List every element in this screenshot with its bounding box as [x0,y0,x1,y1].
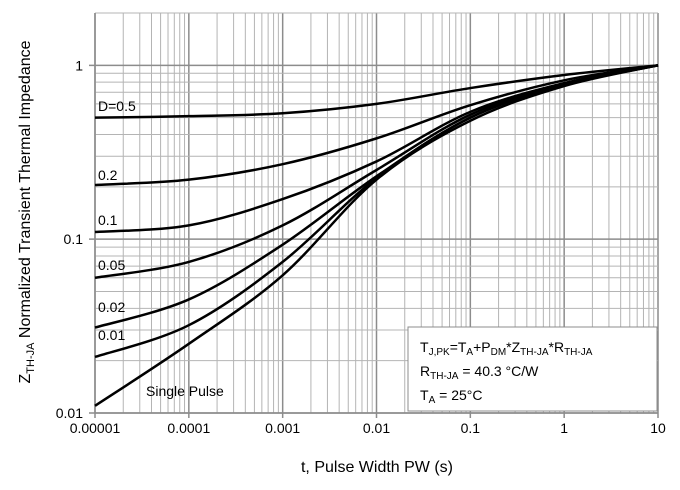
x-tick-label: 0.01 [363,420,390,436]
annotation-line-1: TJ,PK=TA+PDM*ZTH-JA*RTH-JA [420,339,593,358]
x-tick-label: 0.0001 [167,420,210,436]
series-label-d05: D=0.5 [98,98,136,114]
x-tick-label: 0.1 [461,420,481,436]
annotation-box: TJ,PK=TA+PDM*ZTH-JA*RTH-JA RTH-JA = 40.3… [407,326,658,412]
series-label-d005: 0.05 [98,257,125,273]
x-tick-label: 0.00001 [70,420,121,436]
series-label-d01: 0.1 [98,212,118,228]
y-tick-label: 0.01 [56,405,83,421]
x-tick-label: 1 [560,420,568,436]
annotation-line-3: TA = 25°C [420,387,482,406]
y-axis-label: ZTH-JA Normalized Transient Thermal Impe… [17,40,37,383]
curve-series-6 [94,64,659,407]
x-axis-label: t, Pulse Width PW (s) [301,459,453,476]
series-label-d001: 0.01 [98,327,125,343]
y-tick-label: 0.1 [64,231,84,247]
x-tick-label: 0.001 [265,420,300,436]
y-tick-label: 1 [75,57,83,73]
curve-series-1 [94,64,659,187]
curve-series-0 [94,64,659,119]
series-label-single: Single Pulse [146,383,224,399]
series-label-d002: 0.02 [98,299,125,315]
curves [94,64,659,407]
tick-labels: 0.00001 0.0001 0.001 0.01 0.1 1 10 0.01 0.1 1 [56,57,666,436]
x-tick-label: 10 [650,420,666,436]
annotation-line-2: RTH-JA = 40.3 °C/W [420,363,539,382]
series-label-d02: 0.2 [98,167,118,183]
